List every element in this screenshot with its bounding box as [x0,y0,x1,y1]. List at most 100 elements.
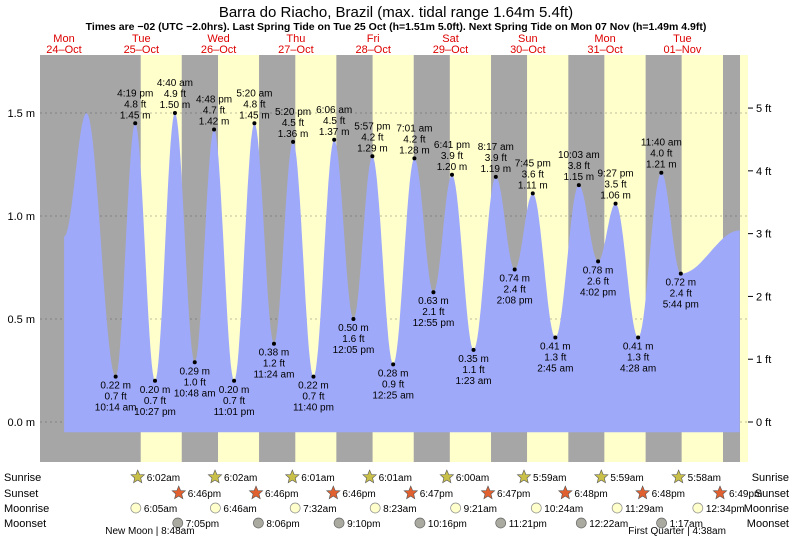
tide-time: 10:14 am [95,403,137,414]
tide-height-ft: 0.7 ft [223,396,245,407]
tide-dot [370,154,375,159]
high-tide-point: 9:27 pm3.5 ft1.06 m [597,169,634,206]
tide-height-ft: 4.5 ft [282,118,304,129]
day-header-date: 01–Nov [663,44,701,56]
tide-height-m: 1.45 m [120,110,151,121]
tide-height-m: 0.41 m [540,342,571,353]
tide-height-ft: 1.6 ft [342,334,364,345]
moonset-icon [333,517,345,529]
astro-row-label-left: Sunset [4,488,38,500]
y-tick-label-ft: 5 ft [756,103,771,115]
moonset-time: 12:22am [589,519,628,530]
tide-height-ft: 1.2 ft [263,359,285,370]
moonrise-time: 10:24am [544,504,583,515]
astro-row-label-left: Moonset [4,518,46,530]
sunrise-time: 6:02am [224,473,257,484]
tide-height-ft: 0.7 ft [302,392,324,403]
sunset-time: 6:48pm [574,489,607,500]
tide-height-m: 0.41 m [623,342,654,353]
low-tide-point: 0.35 m1.1 ft1:23 am [455,347,492,387]
sunset-icon [635,485,651,500]
high-tide-point: 7:01 am4.2 ft1.28 m [396,123,432,161]
left-axis-metres: 0.0 m 0.5 m 1.0 m 1.5 m [7,108,35,429]
tide-height-ft: 1.3 ft [627,353,649,364]
sunset-icon [480,485,496,500]
tide-time: 8:17 am [478,142,514,153]
sunset-time: 6:49pm [729,489,762,500]
tide-time: 7:45 pm [515,158,551,169]
tide-dot [192,360,197,365]
moonrise-icon [289,502,301,514]
y-tick-label-m: 0.0 m [7,417,35,429]
high-tide-point: 5:20 pm4.5 ft1.36 m [275,107,311,144]
day-header-dow: Mon [594,33,615,45]
tide-dot [232,378,237,383]
tide-time: 4:48 pm [196,94,232,105]
tide-height-ft: 4.0 ft [650,149,672,160]
moonrise-time: 9:21am [464,504,497,515]
moonrise-time: 8:23am [383,504,416,515]
tide-height-m: 1.45 m [239,110,270,121]
high-tide-point: 5:57 pm4.2 ft1.29 m [354,121,390,159]
sunset-icon [557,485,573,500]
tide-height-m: 0.63 m [418,296,449,307]
tide-time: 11:01 pm [214,407,255,418]
tide-time: 2:08 pm [497,296,533,307]
tide-dot [271,341,276,346]
sunrise-icon [207,469,223,484]
sunset-time: 6:47pm [420,489,453,500]
astro-row-label-left: Moonrise [4,503,49,515]
sunrise-time: 6:02am [147,473,180,484]
tide-height-m: 0.35 m [458,354,489,365]
astro-row-label-right: Moonset [747,518,789,530]
sunrise-time: 6:01am [301,473,334,484]
tide-height-ft: 1.3 ft [544,353,566,364]
tide-dot [291,139,296,144]
tide-height-ft: 3.5 ft [604,180,626,191]
tide-height-m: 1.15 m [564,172,595,183]
day-header-dow: Sun [518,33,538,45]
tide-dot [493,174,498,179]
tide-time: 10:48 am [174,388,216,399]
tide-dot [576,183,581,188]
high-tide-point: 4:19 pm4.8 ft1.45 m [117,88,153,126]
day-header-date: 30–Oct [510,44,545,56]
tide-height-ft: 4.2 ft [361,132,383,143]
tide-dot [431,290,436,295]
daylight-band [740,55,748,462]
tide-height-m: 1.11 m [518,180,548,191]
moonrise-icon [611,502,623,514]
tide-curve [64,113,740,433]
sunrise-icon [439,469,455,484]
tide-time: 12:05 pm [333,345,375,356]
tide-time: 2:45 am [537,364,573,375]
tide-height-ft: 2.4 ft [670,289,692,300]
day-header-date: 29–Oct [433,44,468,56]
moonset-time: 7:05pm [186,519,219,530]
tide-height-ft: 2.4 ft [504,285,526,296]
day-header-date: 26–Oct [201,44,236,56]
high-tide-point: 7:45 pm3.6 ft1.11 m [515,158,551,196]
y-tick-label-ft: 1 ft [756,354,771,366]
y-tick-label-ft: 3 ft [756,229,771,241]
sunset-time: 6:46pm [342,489,375,500]
tide-height-m: 1.20 m [437,162,468,173]
tide-time: 7:01 am [396,123,432,134]
tide-time: 11:40 am [641,138,682,149]
sunset-time: 6:46pm [188,489,221,500]
tide-time: 10:27 pm [134,407,176,418]
sunrise-icon [593,469,609,484]
tide-height-m: 0.29 m [179,366,210,377]
sunrise-time: 5:59am [610,473,643,484]
tide-height-m: 1.29 m [357,143,388,154]
tide-dot [311,374,316,379]
tide-dot [133,121,138,126]
tide-height-m: 1.42 m [199,116,230,127]
tide-height-m: 1.06 m [600,191,631,202]
tide-dot [596,259,601,264]
tide-dot [332,137,337,142]
tide-dot [391,362,396,367]
tide-time: 4:02 pm [580,287,616,298]
